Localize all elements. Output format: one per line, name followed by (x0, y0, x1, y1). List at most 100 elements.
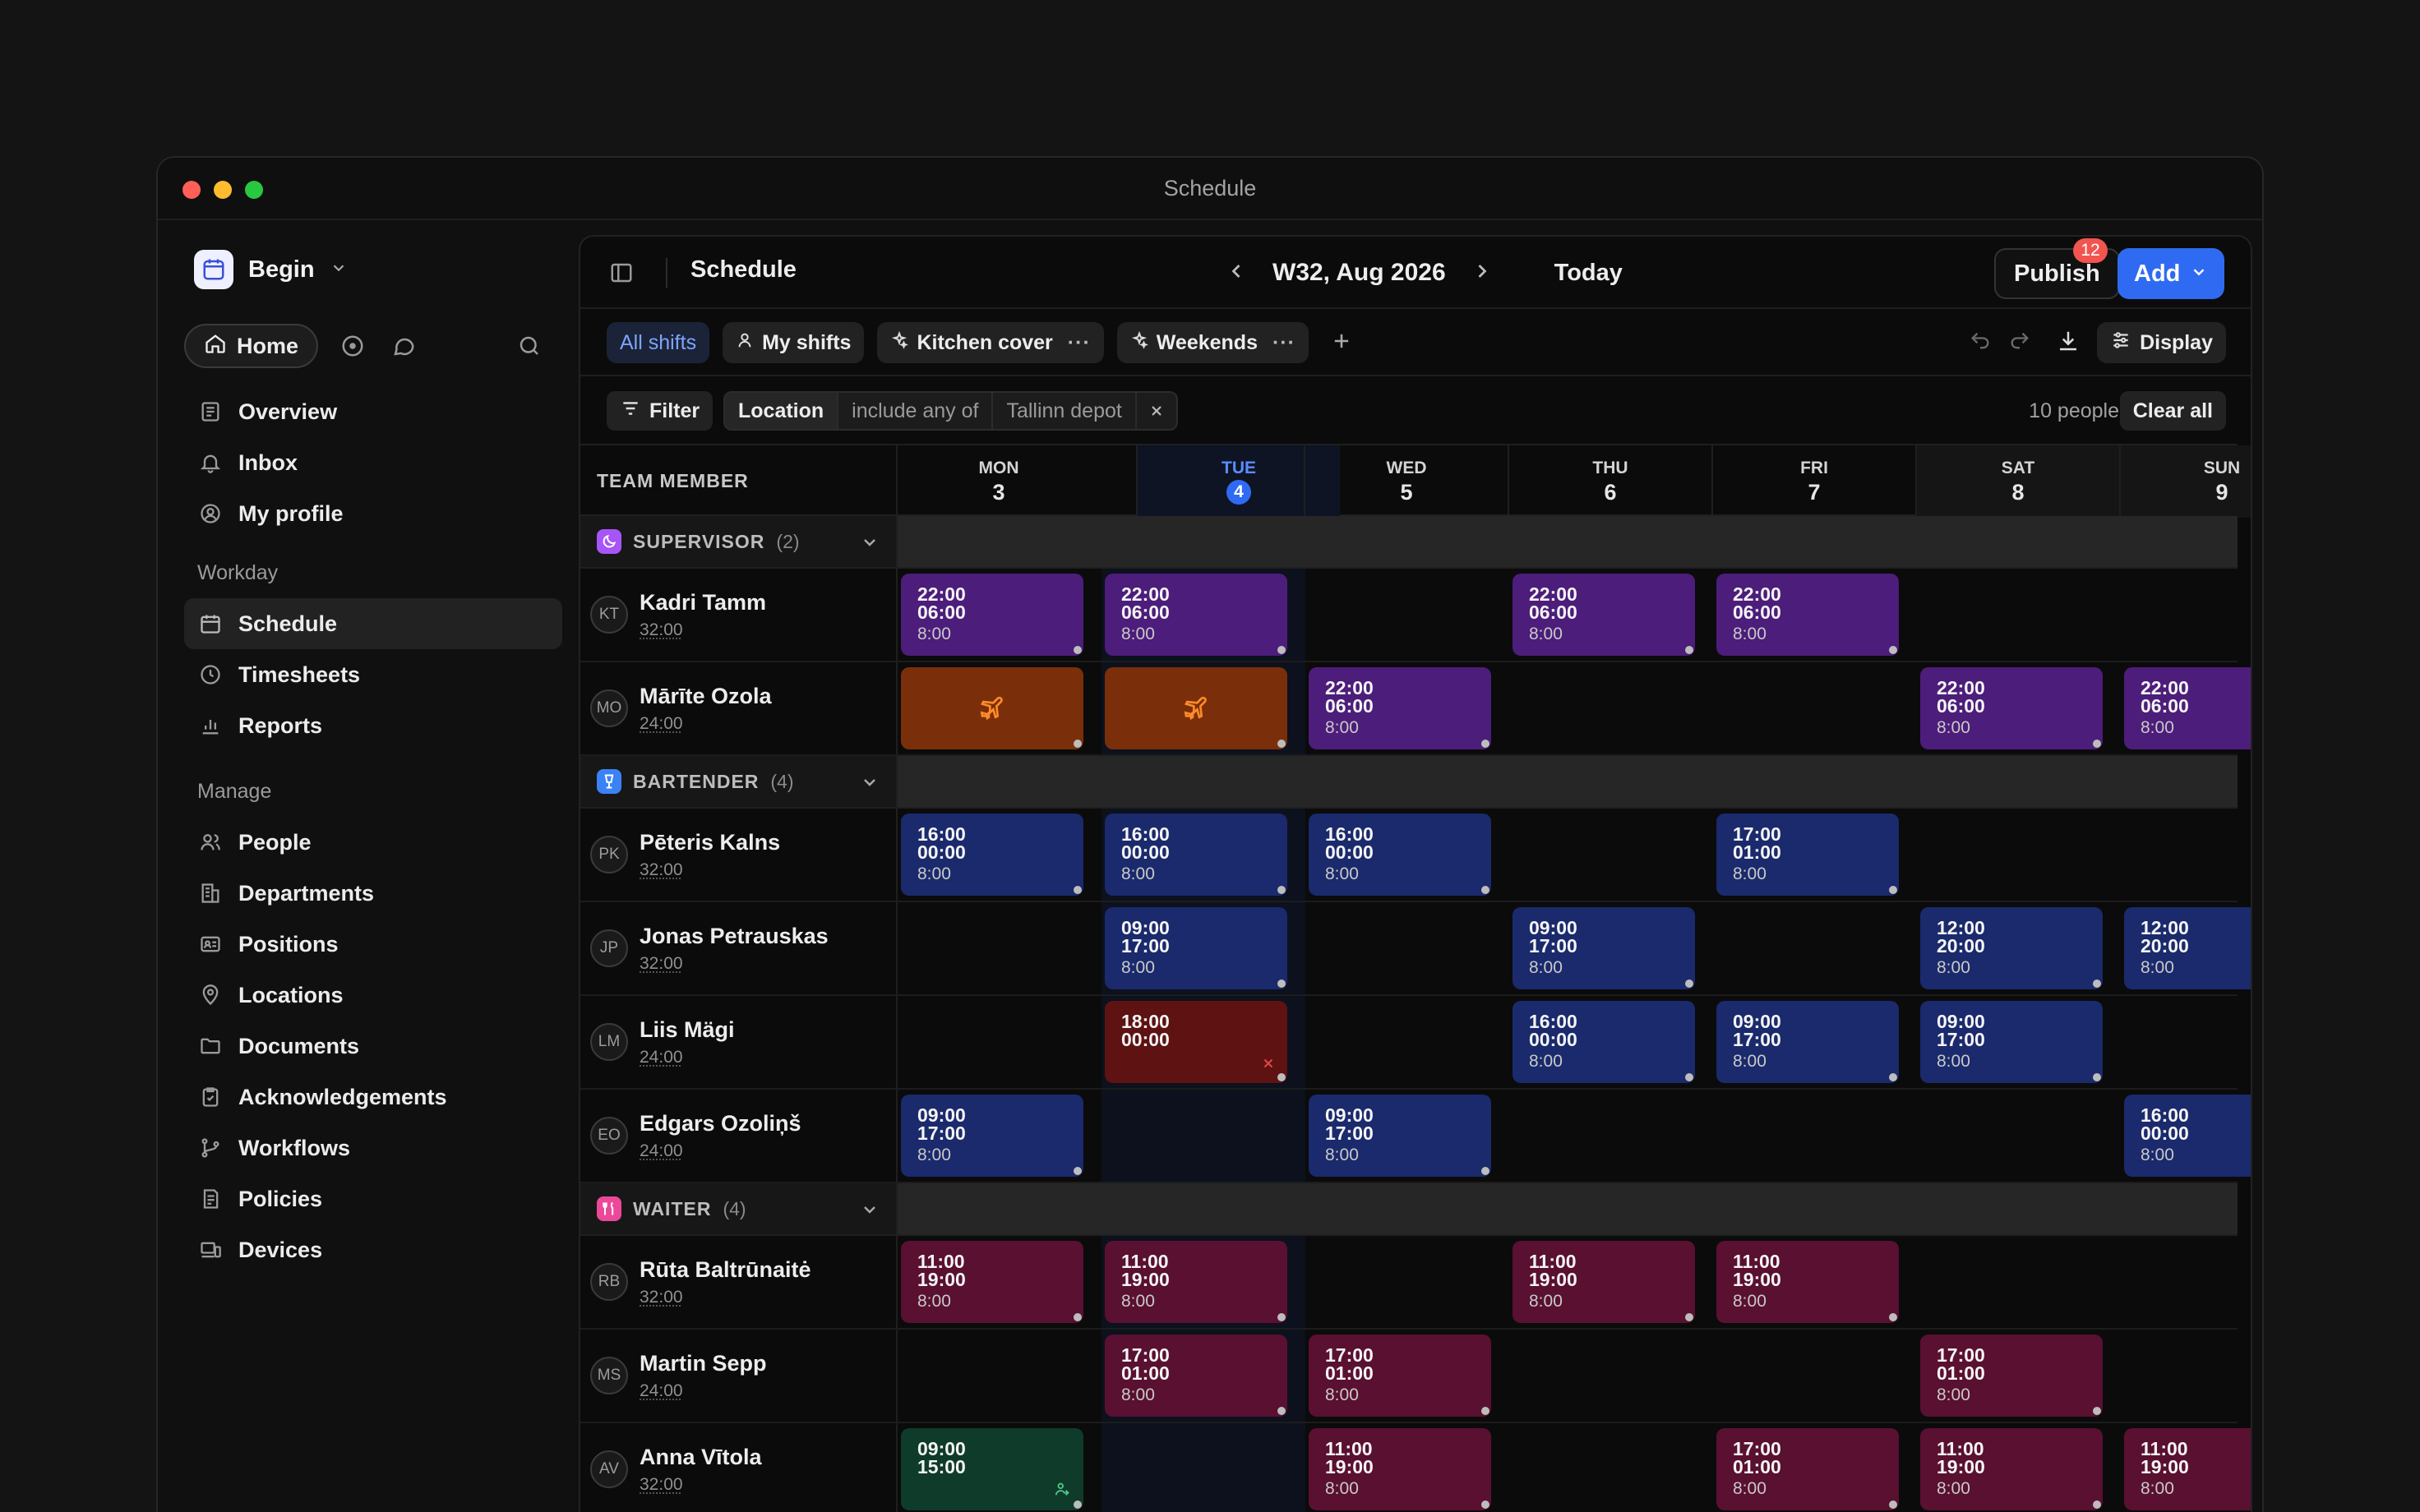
resize-handle[interactable] (1889, 1313, 1897, 1321)
shift-card[interactable]: 22:00 06:00 8:00 (901, 574, 1083, 656)
shift-card[interactable]: 09:00 17:00 8:00 (1716, 1001, 1899, 1083)
filter-button[interactable]: Filter (607, 391, 714, 431)
sidebar-item-documents[interactable]: Documents (184, 1021, 562, 1072)
shift-lane[interactable]: 17:00 01:00 8:00 17:00 01:00 8:00 17:00 01:00 8:… (896, 1330, 2238, 1422)
add-view-icon[interactable] (1330, 330, 1353, 357)
previous-week-button[interactable] (1225, 260, 1248, 287)
tab-weekends[interactable]: Weekends ··· (1116, 322, 1309, 363)
search-icon[interactable] (513, 330, 546, 362)
team-member[interactable]: MO Mārīte Ozola 24:00 (580, 662, 896, 754)
shift-lane[interactable]: 09:00 17:00 8:00 09:00 17:00 8:00 12:00 20:00 8:… (896, 902, 2251, 994)
shift-card[interactable]: 17:00 01:00 8:00 (1716, 814, 1899, 896)
resize-handle[interactable] (1889, 646, 1897, 654)
shift-card[interactable]: 11:00 19:00 8:00 (1512, 1241, 1695, 1323)
chat-icon[interactable] (387, 330, 420, 362)
chevron-down-icon[interactable] (860, 1200, 880, 1224)
shift-card[interactable]: 17:00 01:00 8:00 (1716, 1428, 1899, 1510)
time-off-block[interactable] (901, 667, 1083, 749)
resize-handle[interactable] (2093, 1073, 2101, 1081)
shift-card[interactable]: 17:00 01:00 8:00 (1105, 1335, 1287, 1417)
sidebar-item-inbox[interactable]: Inbox (184, 437, 562, 488)
resize-handle[interactable] (1277, 1073, 1286, 1081)
next-week-button[interactable] (1471, 260, 1494, 287)
close-window-button[interactable] (182, 181, 201, 199)
location-filter-chip[interactable]: Location include any of Tallinn depot (723, 391, 1178, 431)
shift-card[interactable]: 22:00 06:00 8:00 (1920, 667, 2103, 749)
shift-card[interactable]: 22:00 06:00 8:00 (1512, 574, 1695, 656)
shift-card[interactable]: 11:00 19:00 8:00 (1309, 1428, 1491, 1510)
redo-icon[interactable] (2008, 330, 2031, 357)
shift-card[interactable]: 09:00 17:00 8:00 (1309, 1095, 1491, 1177)
team-member[interactable]: PK Pēteris Kalns 32:00 (580, 809, 896, 901)
shift-card[interactable]: 22:00 06:00 8:00 (1309, 667, 1491, 749)
shift-card[interactable]: 11:00 19:00 8:00 (1920, 1428, 2103, 1510)
sidebar-item-timesheets[interactable]: Timesheets (184, 649, 562, 700)
resize-handle[interactable] (2093, 1407, 2101, 1415)
shift-lane[interactable]: 09:00 15:00 11:00 19:00 8:00 17:00 01:00 8:00 11… (896, 1423, 2251, 1512)
resize-handle[interactable] (1889, 886, 1897, 894)
sidebar-item-overview[interactable]: Overview (184, 386, 562, 437)
resize-handle[interactable] (1277, 1313, 1286, 1321)
more-options-icon[interactable]: ··· (1067, 330, 1091, 354)
group-waiter[interactable]: WAITER (4) (580, 1183, 2238, 1236)
sidebar-item-locations[interactable]: Locations (184, 970, 562, 1021)
shift-card[interactable]: 09:00 17:00 8:00 (901, 1095, 1083, 1177)
remove-filter-icon[interactable] (1134, 393, 1176, 429)
group-header[interactable]: WAITER (4) (580, 1183, 896, 1234)
resize-handle[interactable] (1481, 1407, 1489, 1415)
team-member[interactable]: RB Rūta Baltrūnaitė 32:00 (580, 1236, 896, 1328)
team-member[interactable]: JP Jonas Petrauskas 32:00 (580, 902, 896, 994)
shift-card[interactable]: 09:00 17:00 8:00 (1105, 907, 1287, 989)
resize-handle[interactable] (2093, 1500, 2101, 1509)
shift-card[interactable]: 17:00 01:00 8:00 (1920, 1335, 2103, 1417)
chip-value[interactable]: Tallinn depot (991, 393, 1134, 429)
resize-handle[interactable] (1277, 980, 1286, 988)
resize-handle[interactable] (2093, 980, 2101, 988)
sidebar-toggle-icon[interactable] (605, 256, 638, 289)
shift-card[interactable]: 12:00 20:00 8:00 (1920, 907, 2103, 989)
group-supervisor[interactable]: SUPERVISOR (2) (580, 516, 2238, 569)
resize-handle[interactable] (1889, 1500, 1897, 1509)
resize-handle[interactable] (1074, 1167, 1082, 1175)
shift-card[interactable]: 16:00 00:00 8:00 (901, 814, 1083, 896)
shift-card[interactable]: 22:00 06:00 8:00 (1716, 574, 1899, 656)
shift-card[interactable]: 11:00 19:00 8:00 (1716, 1241, 1899, 1323)
minimize-window-button[interactable] (214, 181, 232, 199)
chevron-down-icon[interactable] (860, 772, 880, 796)
shift-card[interactable]: 09:00 15:00 (901, 1428, 1083, 1510)
sidebar-item-acknowledgements[interactable]: Acknowledgements (184, 1072, 562, 1122)
team-member[interactable]: KT Kadri Tamm 32:00 (580, 569, 896, 661)
maximize-window-button[interactable] (245, 181, 263, 199)
sidebar-item-workflows[interactable]: Workflows (184, 1122, 562, 1173)
sidebar-item-people[interactable]: People (184, 817, 562, 868)
undo-icon[interactable] (1969, 330, 1992, 357)
resize-handle[interactable] (1277, 740, 1286, 748)
resize-handle[interactable] (1277, 646, 1286, 654)
sidebar-item-schedule[interactable]: Schedule (184, 598, 562, 649)
shift-card[interactable]: 16:00 00:00 8:00 (1512, 1001, 1695, 1083)
resize-handle[interactable] (1889, 1073, 1897, 1081)
team-member[interactable]: EO Edgars Ozoliņš 24:00 (580, 1090, 896, 1182)
chip-operator[interactable]: include any of (837, 393, 991, 429)
shift-card[interactable]: 11:00 19:00 8:00 (901, 1241, 1083, 1323)
download-icon[interactable] (2056, 329, 2081, 357)
sidebar-item-devices[interactable]: Devices (184, 1224, 562, 1275)
resize-handle[interactable] (1074, 646, 1082, 654)
shift-lane[interactable]: 18:00 00:00 16:00 00:00 8:00 09:00 17:00 8:00 09… (896, 996, 2238, 1088)
group-bartender[interactable]: BARTENDER (4) (580, 756, 2238, 809)
team-member[interactable]: AV Anna Vītola 32:00 (580, 1423, 896, 1512)
tab-all-shifts[interactable]: All shifts (607, 322, 710, 363)
shift-lane[interactable]: 09:00 17:00 8:00 09:00 17:00 8:00 16:00 00:00 8:… (896, 1090, 2251, 1182)
group-header[interactable]: BARTENDER (4) (580, 756, 896, 807)
shift-lane[interactable]: 11:00 19:00 8:00 11:00 19:00 8:00 11:00 19:00 8:… (896, 1236, 2238, 1328)
more-options-icon[interactable]: ··· (1272, 330, 1295, 354)
shift-lane[interactable]: 22:00 06:00 8:00 22:00 06:00 8:00 22:00 06:00 8:… (896, 662, 2251, 754)
sidebar-item-policies[interactable]: Policies (184, 1173, 562, 1224)
team-member[interactable]: MS Martin Sepp 24:00 (580, 1330, 896, 1422)
shift-lane[interactable]: 22:00 06:00 8:00 22:00 06:00 8:00 22:00 06:00 8:… (896, 569, 2238, 661)
clear-all-button[interactable]: Clear all (2119, 391, 2226, 431)
shift-card[interactable]: 11:00 19:00 8:00 (1105, 1241, 1287, 1323)
team-member[interactable]: LM Liis Mägi 24:00 (580, 996, 896, 1088)
shift-card[interactable]: 16:00 00:00 8:00 (1105, 814, 1287, 896)
shift-card[interactable]: 16:00 00:00 8:00 (2124, 1095, 2251, 1177)
